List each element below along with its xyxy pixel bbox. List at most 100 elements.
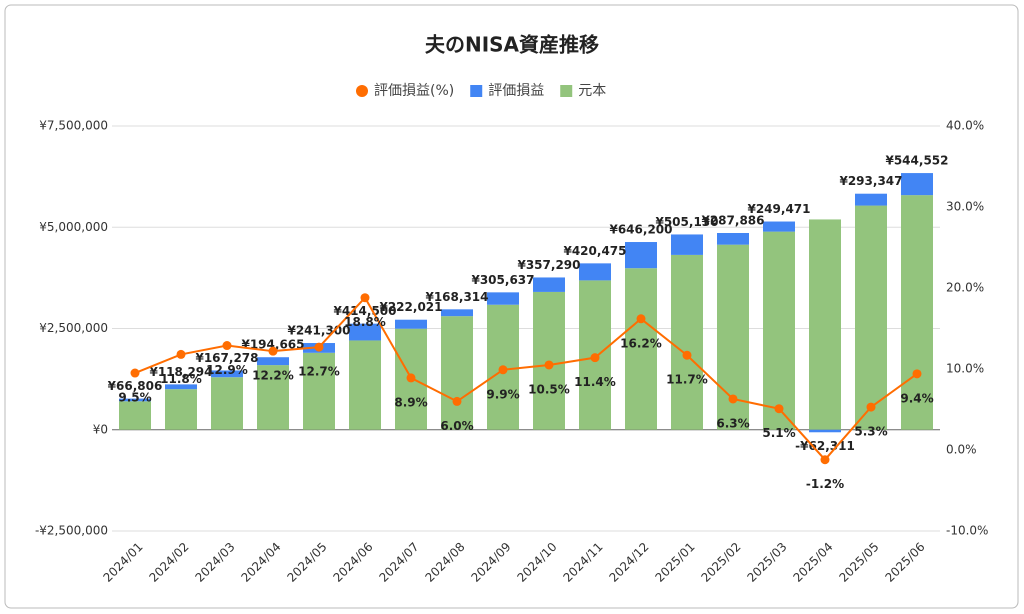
bar [441, 316, 473, 430]
bar [303, 352, 335, 430]
bar [119, 401, 151, 430]
bar [809, 429, 841, 433]
y2-tick-label: 30.0% [946, 200, 984, 214]
bar [901, 173, 933, 196]
bar [349, 323, 381, 341]
bar-value-label: ¥167,278 [195, 351, 258, 365]
line-value-label: 9.9% [486, 387, 519, 401]
line-point [222, 341, 232, 351]
line-point [544, 360, 554, 370]
line-value-label: 10.5% [528, 382, 570, 396]
line-value-label: 6.3% [716, 416, 749, 430]
legend-label: 評価損益(%) [374, 83, 454, 99]
bar [671, 254, 703, 430]
line-value-label: 9.4% [900, 391, 933, 405]
bar [119, 398, 151, 402]
bar [441, 309, 473, 317]
bar-value-label: ¥241,300 [287, 324, 350, 338]
line-point [590, 353, 600, 363]
bar [257, 365, 289, 430]
y-tick-label: ¥5,000,000 [39, 220, 108, 234]
bar [901, 195, 933, 430]
y-tick-label: -¥2,500,000 [35, 524, 108, 538]
line-point [866, 402, 876, 412]
bar-value-label: ¥118,294 [149, 365, 212, 379]
y-tick-label: ¥2,500,000 [39, 321, 108, 335]
line-point [314, 342, 324, 352]
bar [809, 219, 841, 430]
bar [257, 357, 289, 366]
bar-value-label: ¥646,200 [609, 223, 672, 237]
bar-value-label: ¥505,130 [655, 215, 718, 229]
bar [855, 205, 887, 430]
line-point [820, 455, 830, 465]
bar-value-label: -¥62,311 [795, 439, 855, 453]
line-value-label: 18.8% [344, 315, 386, 329]
bar-value-label: ¥420,475 [563, 244, 626, 258]
y-tick-label: ¥7,500,000 [39, 119, 108, 133]
bar-value-label: ¥357,290 [517, 258, 580, 272]
bar-value-label: ¥287,886 [701, 214, 764, 228]
line-value-label: 11.4% [574, 375, 616, 389]
line-point [130, 368, 140, 378]
line-point [912, 369, 922, 379]
line-point [176, 349, 186, 359]
bar [763, 231, 795, 430]
bar-value-label: ¥544,552 [885, 154, 948, 168]
line-value-label: 16.2% [620, 336, 662, 350]
line-value-label: 8.9% [394, 395, 427, 409]
bar [855, 193, 887, 206]
bar-value-label: ¥194,665 [241, 338, 304, 352]
y2-tick-label: -10.0% [946, 524, 988, 538]
line-point [360, 293, 370, 303]
line-value-label: 5.3% [854, 425, 887, 439]
legend-marker [356, 85, 368, 97]
bar [763, 221, 795, 232]
bar [671, 234, 703, 255]
y2-tick-label: 40.0% [946, 119, 984, 133]
bar-value-label: ¥293,347 [839, 174, 902, 188]
y2-tick-label: 20.0% [946, 281, 984, 295]
bar [349, 340, 381, 430]
line-value-label: 12.9% [206, 363, 248, 377]
line-value-label: 11.8% [160, 372, 202, 386]
line-value-label: 11.7% [666, 373, 708, 387]
legend-marker [470, 85, 483, 97]
line [134, 296, 918, 462]
legend-marker [560, 85, 573, 97]
line-point [636, 314, 646, 324]
bar-value-label: ¥222,021 [379, 300, 442, 314]
bar [165, 389, 197, 430]
line-point [452, 396, 462, 406]
y-tick-label: ¥0 [93, 422, 108, 436]
bar [211, 377, 243, 430]
line-value-label: 5.1% [762, 426, 795, 440]
line-value-label: 12.2% [252, 369, 294, 383]
line-point [774, 404, 784, 414]
line-point [498, 365, 508, 375]
line-value-label: -1.2% [806, 477, 844, 491]
bar [165, 384, 197, 390]
bar [395, 319, 427, 329]
bar [625, 242, 657, 269]
line-point [728, 394, 738, 404]
bar [717, 233, 749, 245]
bar-value-label: ¥305,637 [471, 273, 534, 287]
bar-value-label: ¥66,806 [108, 379, 163, 393]
bar-value-label: ¥168,314 [425, 290, 488, 304]
legend-label: 元本 [578, 83, 606, 99]
line-value-label: 9.5% [118, 391, 151, 405]
line-point [268, 346, 278, 356]
line-value-label: 12.7% [298, 365, 340, 379]
line-point [682, 350, 692, 360]
chart-title: 夫のNISA資産推移 [425, 33, 599, 57]
bar [579, 263, 611, 281]
line-value-label: 6.0% [440, 419, 473, 433]
y2-tick-label: 10.0% [946, 362, 984, 376]
line-point [406, 373, 416, 383]
bar [211, 370, 243, 378]
bar-value-label: ¥249,471 [747, 202, 810, 216]
y2-tick-label: 0.0% [946, 443, 977, 457]
bar [487, 292, 519, 305]
